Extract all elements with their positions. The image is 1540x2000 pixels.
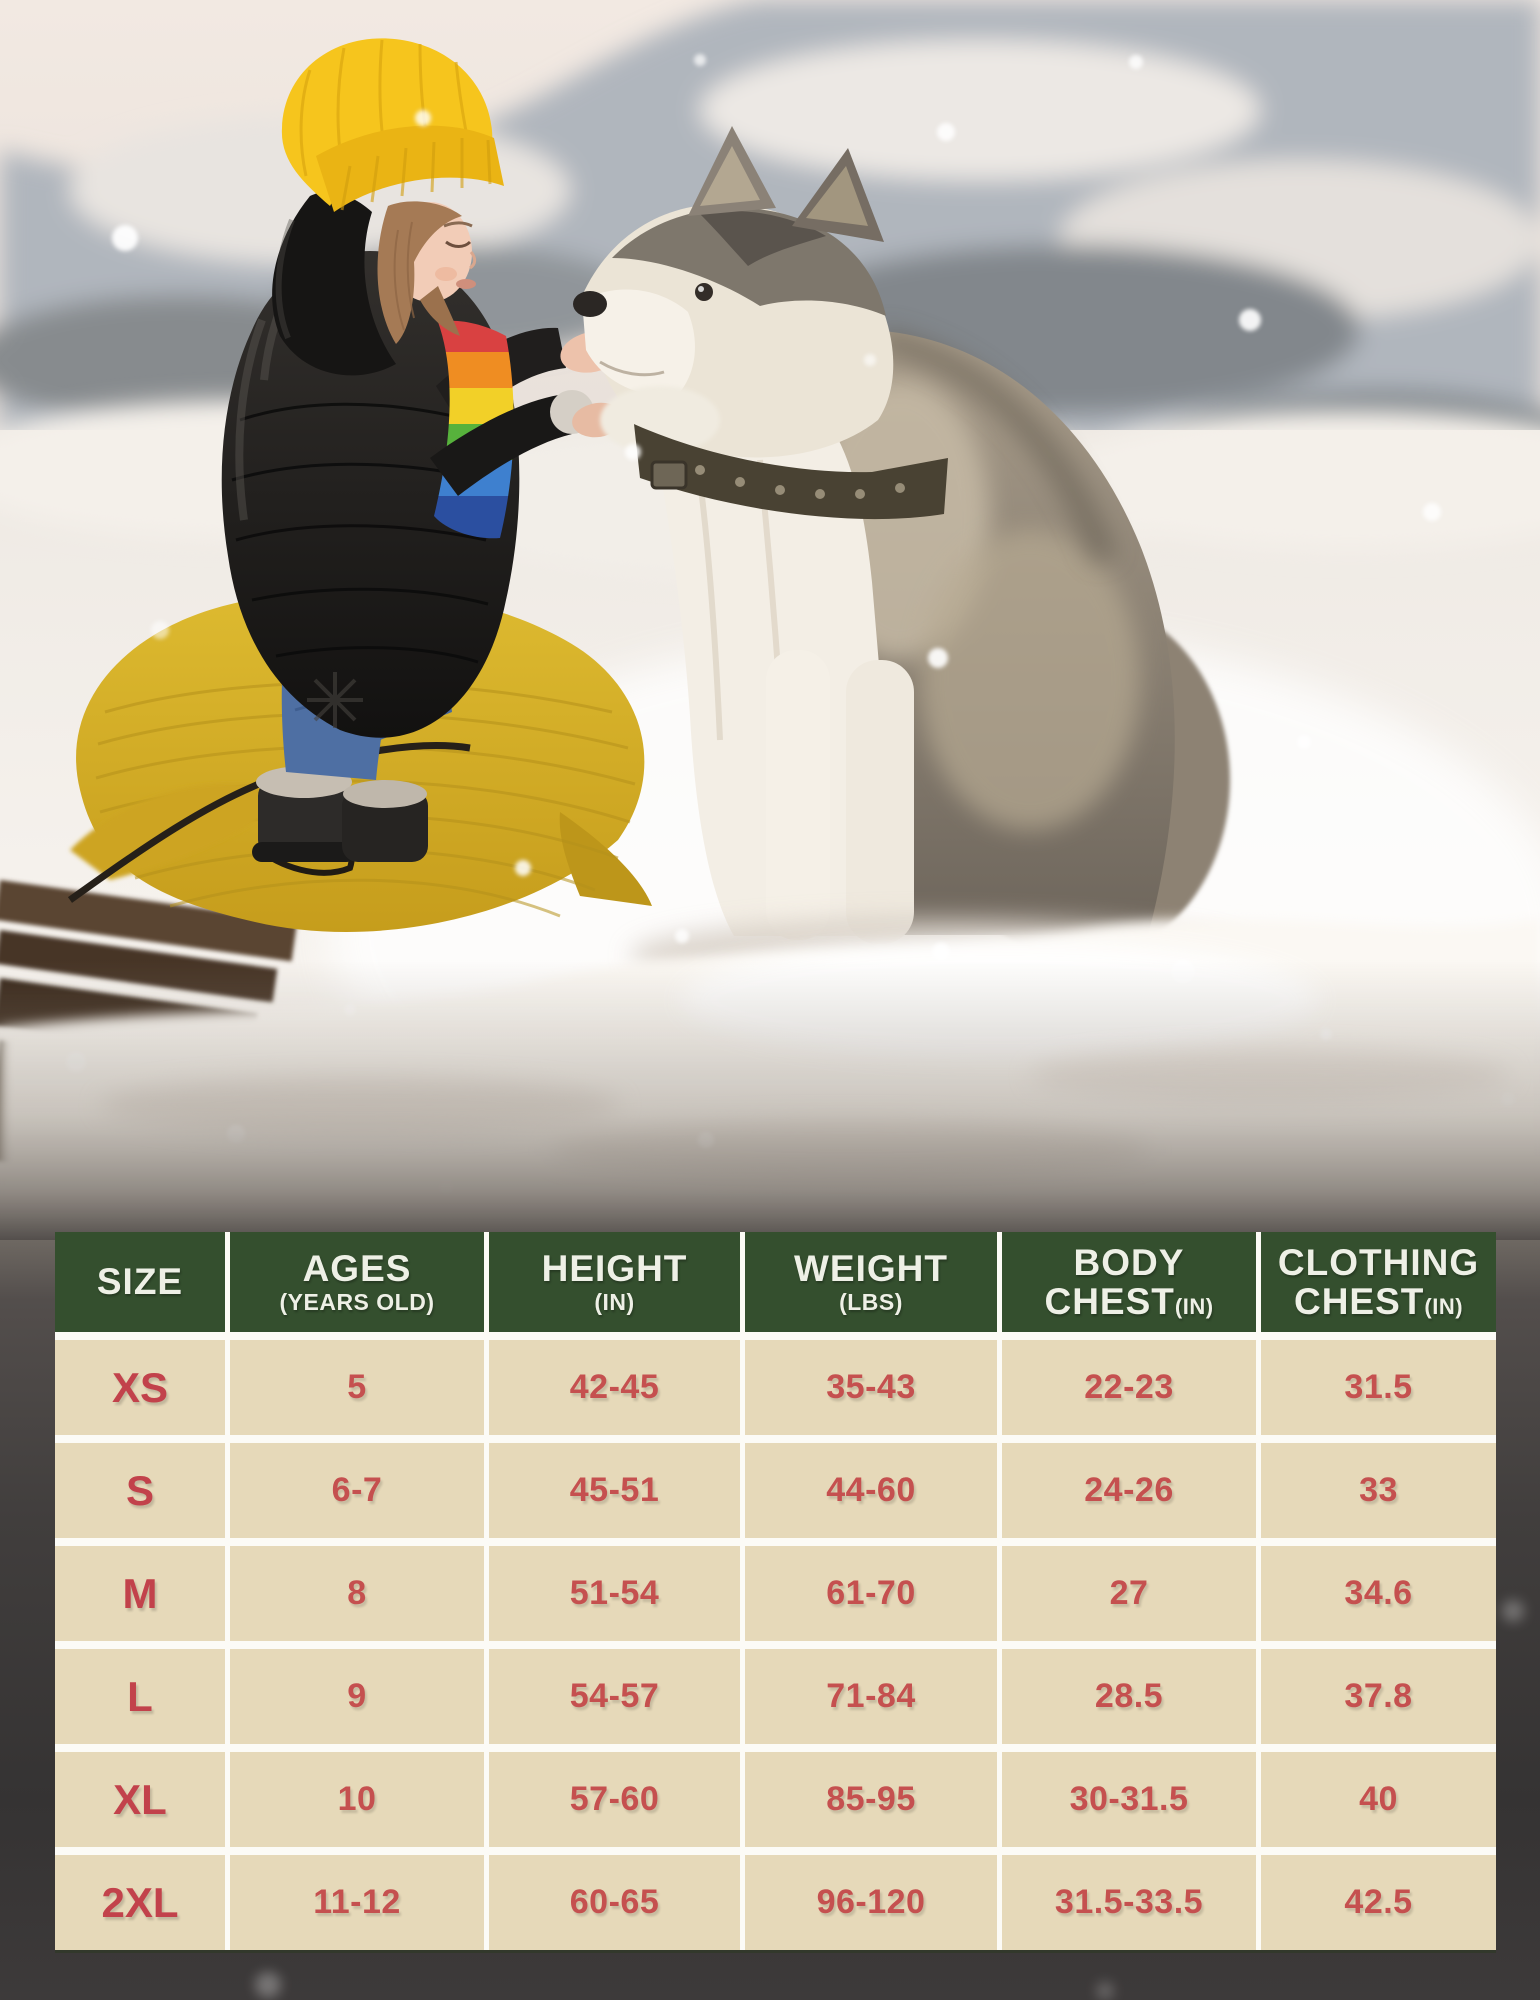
- table-cell: 6-7: [230, 1443, 484, 1538]
- dog-leg: [766, 650, 830, 940]
- header-cell-clothing: CLOTHING CHEST(IN): [1261, 1232, 1496, 1332]
- table-cell: 34.6: [1261, 1546, 1496, 1641]
- snowflake-bokeh: [255, 1972, 281, 1998]
- header-unit: (IN): [1174, 1293, 1214, 1319]
- header-label: WEIGHT: [794, 1247, 948, 1289]
- size-label: XL: [55, 1752, 225, 1847]
- arm: [430, 394, 572, 496]
- table-cell: 54-57: [489, 1649, 740, 1744]
- table-row-2xl: 2XL 11-12 60-65 96-120 31.5-33.5 42.5: [55, 1855, 1496, 1950]
- hood: [272, 192, 396, 376]
- snowflake-bokeh: [1502, 1600, 1524, 1622]
- table-cell: 44-60: [745, 1443, 997, 1538]
- table-cell: 96-120: [745, 1855, 997, 1950]
- table-cell: 5: [230, 1340, 484, 1435]
- header-label: BODY: [1073, 1241, 1185, 1283]
- table-cell: 11-12: [230, 1855, 484, 1950]
- table-cell: 42-45: [489, 1340, 740, 1435]
- size-table: SIZE AGES (YEARS OLD) HEIGHT (IN) WEIGHT (LBS)…: [55, 1232, 1496, 1950]
- header-cell-size: SIZE: [55, 1232, 225, 1332]
- table-cell: 71-84: [745, 1649, 997, 1744]
- header-sublabel: (YEARS OLD): [279, 1288, 435, 1315]
- header-unit: (IN): [1424, 1293, 1464, 1319]
- header-cell-body: BODY CHEST(IN): [1002, 1232, 1256, 1332]
- table-cell: 8: [230, 1546, 484, 1641]
- bottom-fog: [0, 960, 1540, 1240]
- header-label: SIZE: [96, 1261, 184, 1303]
- table-cell: 42.5: [1261, 1855, 1496, 1950]
- header-sublabel: (LBS): [839, 1288, 903, 1315]
- table-cell: 35-43: [745, 1340, 997, 1435]
- table-cell: 24-26: [1002, 1443, 1256, 1538]
- table-cell: 85-95: [745, 1752, 997, 1847]
- dog-nose: [573, 291, 607, 317]
- table-row-xl: XL 10 57-60 85-95 30-31.5 40: [55, 1752, 1496, 1847]
- size-label: S: [55, 1443, 225, 1538]
- table-cell: 10: [230, 1752, 484, 1847]
- header-label: HEIGHT: [541, 1247, 688, 1289]
- table-cell: 9: [230, 1649, 484, 1744]
- table-row-l: L 9 54-57 71-84 28.5 37.8: [55, 1649, 1496, 1744]
- puffer-jacket: [221, 250, 520, 738]
- table-cell: 22-23: [1002, 1340, 1256, 1435]
- table-cell: 27: [1002, 1546, 1256, 1641]
- header-cell-height: HEIGHT (IN): [489, 1232, 740, 1332]
- table-cell: 28.5: [1002, 1649, 1256, 1744]
- header-label-line2: CHEST(IN): [1044, 1280, 1214, 1322]
- table-cell: 57-60: [489, 1752, 740, 1847]
- dog-collar: [634, 424, 948, 520]
- header-label: AGES: [302, 1247, 412, 1289]
- dog-eye: [695, 283, 713, 301]
- header-cell-weight: WEIGHT (LBS): [745, 1232, 997, 1332]
- table-cell: 40: [1261, 1752, 1496, 1847]
- winter-scene: [0, 0, 1540, 1240]
- table-cell: 51-54: [489, 1546, 740, 1641]
- snowflake-logo: [307, 672, 363, 728]
- size-label: L: [55, 1649, 225, 1744]
- table-cell: 45-51: [489, 1443, 740, 1538]
- size-label: 2XL: [55, 1855, 225, 1950]
- dog-leg: [846, 660, 914, 944]
- table-row-m: M 8 51-54 61-70 27 34.6: [55, 1546, 1496, 1641]
- size-label: XS: [55, 1340, 225, 1435]
- table-cell: 60-65: [489, 1855, 740, 1950]
- table-row-xs: XS 5 42-45 35-43 22-23 31.5: [55, 1340, 1496, 1435]
- boot: [342, 790, 428, 862]
- hero-photo: [0, 0, 1540, 1240]
- boot: [258, 778, 350, 858]
- child-figure: [221, 38, 624, 862]
- snowflake-bokeh: [1096, 1982, 1114, 2000]
- header-sublabel: (IN): [594, 1288, 635, 1315]
- table-cell: 61-70: [745, 1546, 997, 1641]
- table-cell: 33: [1261, 1443, 1496, 1538]
- table-cell: 31.5: [1261, 1340, 1496, 1435]
- header-label: CLOTHING: [1277, 1241, 1480, 1283]
- table-row-s: S 6-7 45-51 44-60 24-26 33: [55, 1443, 1496, 1538]
- table-header-row: SIZE AGES (YEARS OLD) HEIGHT (IN) WEIGHT (LBS)…: [55, 1232, 1496, 1332]
- header-cell-ages: AGES (YEARS OLD): [230, 1232, 484, 1332]
- table-cell: 31.5-33.5: [1002, 1855, 1256, 1950]
- table-cell: 37.8: [1261, 1649, 1496, 1744]
- header-label-line2: CHEST(IN): [1293, 1280, 1464, 1322]
- husky-dog: [573, 126, 1250, 993]
- table-cell: 30-31.5: [1002, 1752, 1256, 1847]
- size-label: M: [55, 1546, 225, 1641]
